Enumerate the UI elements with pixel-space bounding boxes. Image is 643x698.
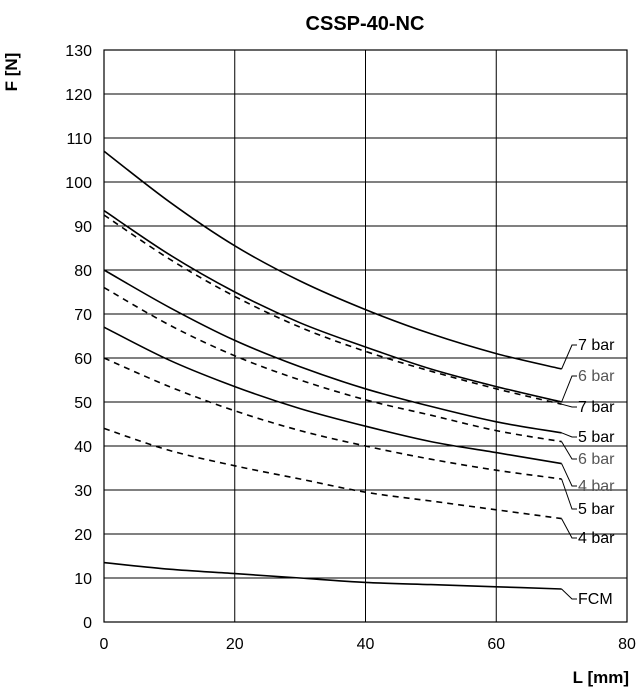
label-leader-line [561, 375, 577, 403]
y-tick-label: 70 [74, 307, 92, 324]
series-label: 6 bar [578, 451, 615, 468]
y-tick-label: 30 [74, 483, 92, 500]
y-tick-label: 20 [74, 527, 92, 544]
series-line [103, 269, 562, 434]
y-tick-label: 40 [74, 439, 92, 456]
label-leader-line [561, 478, 577, 510]
series-label: 7 bar [578, 399, 615, 416]
series-line [103, 209, 562, 403]
y-tick-label: 90 [74, 219, 92, 236]
tick-labels: 0 20 40 60 80 0 10 20 30 40 50 60 70 80 90 100 110 120 130 [65, 43, 636, 653]
y-tick-label: 120 [65, 87, 92, 104]
series-label: 6 bar [578, 368, 615, 385]
y-tick-label: 10 [74, 571, 92, 588]
series-label: 5 bar [578, 501, 615, 518]
y-tick-label: 100 [65, 175, 92, 192]
series-label: 4 bar [578, 478, 615, 495]
x-tick-label: 60 [487, 636, 505, 653]
series-line [103, 561, 562, 590]
series-label: FCM [578, 591, 613, 608]
series-label: 7 bar [578, 337, 615, 354]
series-line [103, 150, 562, 370]
y-tick-label: 0 [83, 615, 92, 632]
label-leader-line [561, 588, 577, 600]
series-line [103, 427, 562, 520]
x-tick-label: 0 [100, 636, 109, 653]
label-leader-line [561, 403, 577, 408]
y-tick-label: 110 [66, 131, 92, 148]
x-tick-label: 20 [226, 636, 244, 653]
y-tick-label: 130 [65, 43, 92, 60]
series-lines [103, 150, 562, 590]
y-tick-label: 80 [74, 263, 92, 280]
label-leader-line [561, 463, 577, 487]
series-label: 5 bar [578, 429, 615, 446]
x-axis-title: L [mm] [573, 668, 629, 687]
label-leader-line [561, 441, 577, 460]
series-line [103, 326, 562, 465]
series-labels: 7 bar 6 bar 7 bar 5 bar 6 bar 4 bar 5 bar 4 bar… [561, 337, 615, 608]
grid [103, 49, 628, 623]
series-line [103, 286, 562, 443]
y-tick-label: 60 [74, 351, 92, 368]
label-leader-line [561, 518, 577, 539]
series-line [103, 357, 562, 480]
series-label: 4 bar [578, 530, 615, 547]
x-tick-label: 80 [618, 636, 636, 653]
y-axis-title: F [N] [2, 53, 21, 92]
plot-frame [103, 49, 628, 623]
x-tick-label: 40 [357, 636, 375, 653]
label-leader-line [561, 432, 577, 438]
chart-title: CSSP-40-NC [306, 13, 425, 35]
y-tick-label: 50 [74, 395, 92, 412]
label-leader-line [561, 344, 577, 370]
